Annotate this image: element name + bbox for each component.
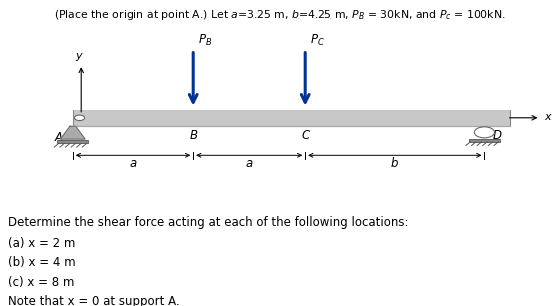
Text: C: C — [301, 129, 309, 142]
Text: $P_B$: $P_B$ — [198, 33, 212, 48]
Circle shape — [74, 115, 85, 121]
Polygon shape — [60, 126, 85, 139]
Bar — [73, 109, 510, 126]
Bar — [57, 140, 88, 143]
Text: a: a — [246, 157, 253, 170]
Text: B: B — [189, 129, 197, 142]
Circle shape — [474, 127, 494, 138]
Text: (a) x = 2 m: (a) x = 2 m — [8, 237, 76, 250]
Text: A: A — [55, 131, 63, 144]
Text: x: x — [544, 112, 551, 122]
Text: D: D — [492, 129, 501, 142]
Text: Determine the shear force acting at each of the following locations:: Determine the shear force acting at each… — [8, 216, 409, 229]
Text: Note that x = 0 at support A.: Note that x = 0 at support A. — [8, 295, 180, 306]
Bar — [469, 139, 500, 142]
Text: y: y — [75, 51, 82, 61]
Text: b: b — [391, 157, 399, 170]
Text: (b) x = 4 m: (b) x = 4 m — [8, 256, 76, 269]
Text: $P_C$: $P_C$ — [310, 33, 324, 48]
Text: (c) x = 8 m: (c) x = 8 m — [8, 276, 75, 289]
Text: a: a — [129, 157, 137, 170]
Text: (Place the origin at point A.) Let $a$=3.25 m, $b$=4.25 m, $P_B$ = 30kN, and $P_: (Place the origin at point A.) Let $a$=3… — [54, 8, 506, 22]
